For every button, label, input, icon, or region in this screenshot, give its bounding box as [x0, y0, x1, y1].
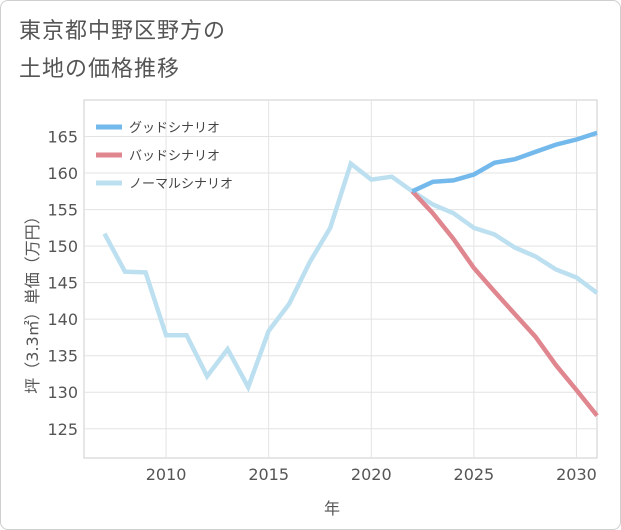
series-layer	[102, 130, 599, 418]
chart-title-line1: 東京都中野区野方の	[19, 19, 227, 44]
y-tick-label: 155	[47, 201, 78, 220]
series-line-bad	[410, 189, 599, 418]
axes: 125 130 135 140 145 150 155 160 165 2010 2015 2020 2…	[47, 128, 596, 484]
legend-label: ノーマルシナリオ	[129, 177, 233, 192]
series-line-normal	[102, 159, 599, 393]
y-axis-label: 坪（3.3㎡）単価（万円）	[23, 208, 42, 393]
y-tick-label: 130	[47, 383, 78, 402]
legend-label: バッドシナリオ	[129, 149, 220, 164]
y-tick-label: 160	[47, 164, 78, 183]
y-tick-label: 150	[47, 237, 78, 256]
x-axis-label: 年	[324, 499, 340, 518]
x-tick-label: 2030	[556, 465, 597, 484]
x-tick-label: 2015	[248, 465, 289, 484]
series-line-good	[411, 130, 598, 194]
x-tick-label: 2025	[454, 465, 495, 484]
y-tick-label: 145	[47, 274, 78, 293]
chart-title-line2: 土地の価格推移	[19, 57, 181, 82]
x-tick-label: 2020	[351, 465, 392, 484]
plot-border	[83, 99, 598, 459]
y-tick-label: 140	[47, 310, 78, 329]
y-tick-label: 125	[47, 420, 78, 439]
y-tick-label: 135	[47, 347, 78, 366]
y-tick-label: 165	[47, 128, 78, 147]
x-tick-label: 2010	[146, 465, 187, 484]
legend-label: グッドシナリオ	[129, 121, 220, 136]
